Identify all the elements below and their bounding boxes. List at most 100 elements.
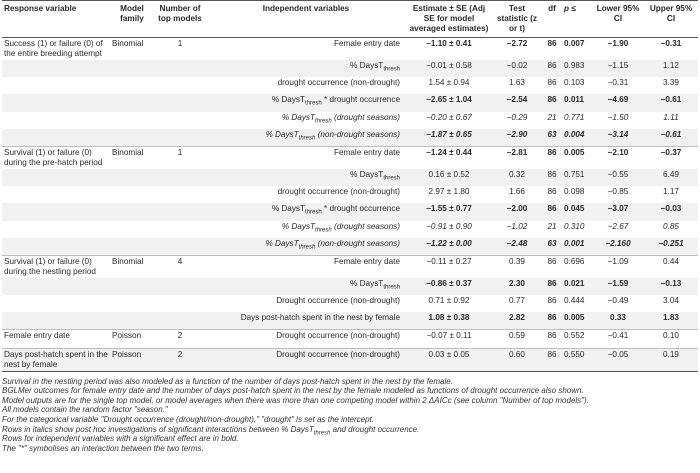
num-models-cell: 1	[177, 39, 183, 48]
variable-subscript: thresh	[298, 244, 316, 251]
table-row: % DaysTthresh (non-drought seasons) −1.87…	[2, 128, 698, 147]
lower-ci-cell: −0.31	[607, 78, 629, 88]
note-text: The "*" symbolises an interaction betwee…	[2, 443, 204, 453]
header-row: Response variable Model family Number of…	[2, 0, 698, 38]
note-text: Survival in the nestling period was also…	[2, 376, 453, 386]
test-statistic-cell: −2.90	[492, 128, 542, 147]
independent-variable-cell: % DaysTthresh (non-drought seasons)	[206, 237, 406, 256]
response-variable-cell: Survival (1) or failure (0) during the p…	[2, 145, 110, 169]
upper-ci-cell: 0.85	[663, 221, 679, 231]
df-cell: 86	[542, 145, 562, 169]
test-statistic-cell: 2.82	[492, 312, 542, 330]
table-row: % DaysTthresh (non-drought seasons) −1.22…	[2, 237, 698, 256]
estimate-cell: −0.11 ± 0.27	[406, 254, 492, 278]
model-family-cell	[110, 128, 154, 147]
independent-variable-cell: % DaysTthresh	[206, 60, 406, 78]
lower-ci-cell: −1.59	[592, 277, 644, 296]
model-family-cell: Poisson	[110, 329, 154, 349]
response-variable-cell	[2, 112, 110, 129]
variable-suffix: * drought occurrence	[321, 204, 400, 214]
table-row: % DaysTthresh (drought seasons) −0.20 ± 0…	[2, 112, 698, 129]
test-statistic-cell: 0.59	[492, 329, 542, 349]
variable-name: % DaysT	[271, 204, 306, 214]
df-cell: 86	[542, 347, 562, 372]
estimate-cell: 0.71 ± 0.92	[428, 296, 470, 306]
variable-suffix: * drought occurrence	[321, 95, 400, 105]
estimate-cell: 1.54 ± 0.94	[428, 78, 470, 88]
response-variable-cell	[2, 277, 110, 296]
num-models-cell	[154, 203, 206, 221]
variable-name: % DaysT	[350, 169, 384, 179]
note-text: Rows in italics show post hoc investigat…	[2, 424, 314, 434]
variable-name: Female entry date	[334, 256, 400, 266]
p-value-cell: 0.444	[564, 296, 585, 306]
header-indep: Independent variables	[206, 0, 406, 38]
test-statistic-cell: −2.54	[492, 94, 542, 112]
df-cell: 86	[542, 254, 562, 278]
table-row: Survival (1) or failure (0) during the n…	[2, 254, 698, 278]
model-family-cell	[110, 277, 154, 296]
table-row: drought occurrence (non-drought) 2.97 ± 1…	[2, 186, 698, 203]
upper-ci-cell: −0.13	[644, 277, 698, 296]
response-variable-cell	[2, 128, 110, 147]
p-value-cell: 0.007	[564, 39, 585, 48]
test-statistic-cell: −0.02	[492, 60, 542, 78]
upper-ci-cell: 1.17	[663, 187, 679, 197]
variable-subscript: thresh	[305, 101, 322, 108]
p-value-cell: 0.005	[562, 145, 592, 169]
estimate-cell: −0.07 ± 0.11	[406, 329, 492, 349]
test-statistic-cell: 2.30	[492, 277, 542, 296]
lower-ci-cell: −3.14	[592, 128, 644, 147]
results-table-figure: Response variable Model family Number of…	[2, 0, 698, 453]
lower-ci-cell: −1.15	[592, 60, 644, 78]
response-variable-cell	[2, 186, 110, 203]
independent-variable-cell: % DaysTthresh (non-drought seasons)	[206, 128, 406, 147]
p-value-cell: 0.310	[564, 221, 585, 231]
variable-name: % DaysT	[271, 95, 306, 105]
estimate-cell: 0.16 ± 0.52	[406, 168, 492, 187]
num-models-cell	[154, 168, 206, 187]
response-variable-cell	[2, 94, 110, 112]
test-statistic-cell: 1.66	[509, 187, 525, 197]
upper-ci-cell: 0.10	[644, 329, 698, 349]
p-value-cell: 0.011	[562, 94, 592, 112]
independent-variable-cell: Days post-hatch spent in the nest by fem…	[206, 312, 406, 330]
table-row: Days post-hatch spent in the nest by fem…	[2, 347, 698, 372]
df-cell: 63	[542, 128, 562, 147]
variable-name: % DaysT	[265, 129, 299, 139]
df-cell: 21	[547, 112, 557, 122]
p-value-cell: 0.045	[562, 203, 592, 221]
table-row: Days post-hatch spent in the nest by fem…	[2, 312, 698, 330]
df-cell: 21	[547, 221, 557, 231]
lower-ci-cell: −2.160	[592, 237, 644, 256]
independent-variable-cell: Drought occurrence (non-drought)	[206, 347, 406, 372]
independent-variable-cell: % DaysTthresh	[206, 168, 406, 187]
header-estimate: Estimate ± SE (Adj SE for model averaged…	[406, 0, 492, 38]
df-cell: 86	[542, 277, 562, 296]
df-cell: 86	[542, 94, 562, 112]
num-models-cell	[154, 60, 206, 78]
table-row: % DaysTthresh * drought occurrence −2.65 …	[2, 94, 698, 112]
lower-ci-cell: −1.90	[607, 39, 629, 48]
upper-ci-cell: 6.49	[644, 168, 698, 187]
test-statistic-cell: −2.81	[492, 145, 542, 169]
estimate-cell: −1.10 ± 0.41	[426, 39, 472, 48]
df-cell: 86	[547, 296, 557, 306]
variable-name: % DaysT	[265, 238, 299, 248]
table-row: % DaysTthresh (drought seasons) −0.91 ± 0…	[2, 221, 698, 238]
lower-ci-cell: 0.33	[592, 312, 644, 330]
test-statistic-cell: 0.60	[492, 347, 542, 372]
df-cell: 86	[547, 39, 557, 48]
independent-variable-cell: drought occurrence (non-drought)	[206, 77, 406, 94]
table-note: The "*" symbolises an interaction betwee…	[2, 444, 698, 454]
note-text: Rows for independent variables with a si…	[2, 434, 239, 444]
estimate-cell: −2.65 ± 1.04	[406, 94, 492, 112]
test-statistic-cell: −2.48	[492, 237, 542, 256]
model-family-cell	[110, 312, 154, 330]
variable-subscript: thresh	[383, 284, 400, 291]
df-cell: 86	[547, 187, 557, 197]
estimate-cell: 2.97 ± 1.80	[428, 187, 470, 197]
table-note: BGLMer outcomes for female entry date an…	[2, 386, 698, 396]
estimate-cell: −1.22 ± 0.00	[406, 237, 492, 256]
variable-name: % DaysT	[350, 61, 384, 70]
